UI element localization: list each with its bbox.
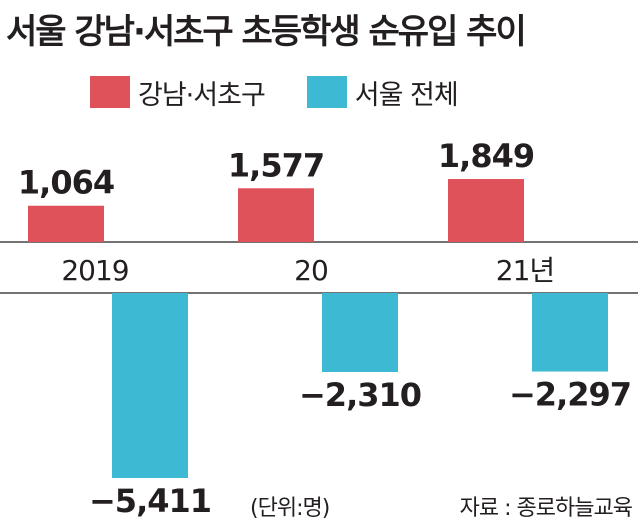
category-label-0: 2019 bbox=[61, 254, 128, 287]
unit-note: (단위:명) bbox=[250, 496, 330, 521]
data-label-gangnam-seocho-2: 1,849 bbox=[438, 137, 534, 175]
category-label-1: 20 bbox=[294, 254, 328, 287]
chart-title: 서울 강남·서초구 초등학생 순유입 추이 bbox=[6, 12, 527, 52]
legend-item-gangnam-seocho: 강남·서초구 bbox=[90, 73, 266, 112]
legend-swatch-gangnam-seocho bbox=[90, 76, 130, 108]
chart-footer: (단위:명) 자료 : 종로하늘교육 bbox=[250, 490, 633, 522]
category-label-2: 21년 bbox=[496, 254, 554, 287]
data-label-gangnam-seocho-1: 1,577 bbox=[228, 146, 324, 184]
source-note: 자료 : 종로하늘교육 bbox=[459, 496, 633, 521]
data-label-gangnam-seocho-0: 1,064 bbox=[18, 164, 114, 202]
legend-label-seoul-total: 서울 전체 bbox=[354, 79, 459, 111]
bar-seoul-total-0 bbox=[112, 293, 188, 478]
data-label-seoul-total-1: −2,310 bbox=[299, 376, 421, 414]
legend-swatch-seoul-total bbox=[306, 76, 347, 108]
bar-gangnam-seocho-1 bbox=[238, 188, 314, 242]
legend: 강남·서초구 서울 전체 bbox=[90, 70, 500, 114]
bar-gangnam-seocho-2 bbox=[448, 179, 524, 242]
data-label-seoul-total-0: −5,411 bbox=[89, 482, 211, 520]
data-label-seoul-total-2: −2,297 bbox=[509, 376, 631, 414]
legend-item-seoul-total: 서울 전체 bbox=[306, 73, 459, 112]
legend-label-gangnam-seocho: 강남·서초구 bbox=[138, 79, 266, 111]
bar-gangnam-seocho-0 bbox=[28, 205, 104, 242]
bar-seoul-total-2 bbox=[532, 293, 608, 372]
bar-seoul-total-1 bbox=[322, 293, 398, 372]
